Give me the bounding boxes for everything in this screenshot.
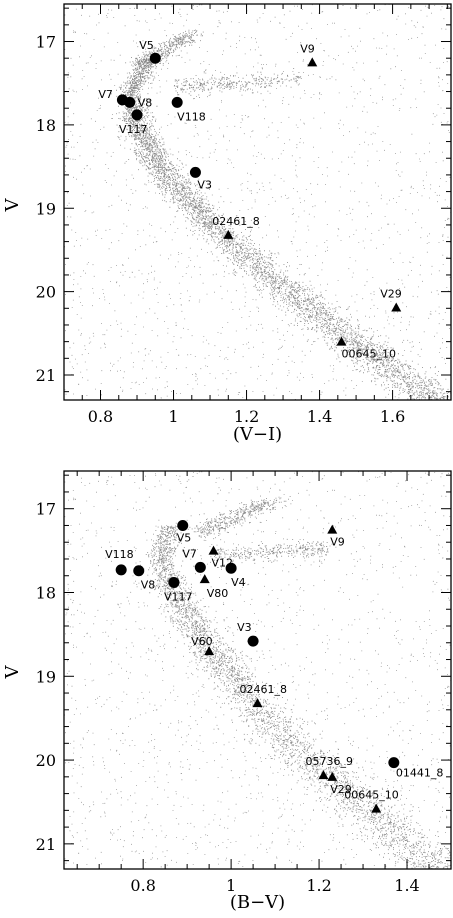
star-label: V8 xyxy=(138,96,153,109)
star-label: V29 xyxy=(330,783,352,796)
y-tick-label: 17 xyxy=(36,33,56,52)
star-marker-triangle xyxy=(318,770,329,780)
star-label: V3 xyxy=(237,621,252,634)
bv-cmd-panel: 0.8 1 1.2 1.4 17 18 19 20 21 (B−V) V V5 V118 V8 V117 V7… xyxy=(2,470,452,913)
y-tick-label: 21 xyxy=(36,835,56,854)
star-marker-circle xyxy=(225,562,237,574)
star-label: V118 xyxy=(105,548,134,561)
variable-stars: V5 V118 V8 V117 V7 V4 V3 01441_8 V12 V80 V60 V9 0246… xyxy=(105,519,444,813)
field-stars xyxy=(64,471,451,869)
star-label: V7 xyxy=(98,88,113,101)
x-tick-label: 1 xyxy=(226,876,236,895)
star-label: V118 xyxy=(177,110,206,123)
star-label: V117 xyxy=(164,590,193,603)
star-marker-circle xyxy=(388,757,400,769)
star-label: V117 xyxy=(119,123,148,136)
star-label: 05736_9 xyxy=(305,755,353,768)
x-axis: 0.8 1 1.2 1.4 xyxy=(76,471,452,895)
star-label: V5 xyxy=(177,531,192,544)
y-tick-label: 18 xyxy=(36,116,56,135)
star-label: V9 xyxy=(330,536,345,549)
y-axis: 17 18 19 20 21 xyxy=(36,474,451,862)
star-label: V7 xyxy=(182,547,197,560)
star-label: V29 xyxy=(380,287,402,300)
field-stars xyxy=(64,4,451,400)
star-label: V60 xyxy=(191,635,213,648)
star-label: V3 xyxy=(197,178,212,191)
star-marker-circle xyxy=(177,519,189,531)
y-tick-label: 19 xyxy=(36,667,56,686)
star-marker-circle xyxy=(247,635,259,647)
y-tick-label: 19 xyxy=(36,199,56,218)
vi-cmd-panel: 0.8 1 1.2 1.4 1.61718192021(V−I)VV5V7V8V117V… xyxy=(2,3,452,445)
star-marker-circle xyxy=(168,576,180,588)
field-star-cloud xyxy=(64,471,451,869)
star-marker-triangle xyxy=(208,545,219,555)
star-marker-triangle xyxy=(391,302,402,312)
variable-stars: V5 V7 V8 V117 V118 V3 V9 02461_8 V29 00645_10 xyxy=(98,39,401,360)
x-tick-label: 1.2 xyxy=(234,407,259,426)
star-marker-circle xyxy=(115,564,127,576)
y-tick-label: 18 xyxy=(36,583,56,602)
star-marker-triangle xyxy=(199,574,210,584)
plot-frame xyxy=(63,3,452,401)
star-marker-triangle xyxy=(327,771,338,781)
star-label: 02461_8 xyxy=(212,215,260,228)
star-marker-triangle xyxy=(223,229,234,239)
star-marker-triangle xyxy=(371,803,382,813)
x-axis: 0.8 1 1.2 1.4 1.6 xyxy=(63,4,448,426)
star-marker-circle xyxy=(131,109,143,121)
star-marker-triangle xyxy=(336,336,347,346)
star-marker-triangle xyxy=(204,646,215,656)
star-marker-triangle xyxy=(327,524,338,534)
x-tick-label: 1.4 xyxy=(394,876,419,895)
star-label: V9 xyxy=(300,42,315,55)
y-axis-label: V xyxy=(2,665,23,680)
x-tick-label: 0.8 xyxy=(88,407,113,426)
star-marker-circle xyxy=(149,52,161,64)
x-tick-label: 1.2 xyxy=(306,876,331,895)
star-marker-triangle xyxy=(252,698,263,708)
star-label: V8 xyxy=(141,579,156,592)
y-axis: 17 18 19 20 21 xyxy=(36,7,451,393)
x-tick-label: 1.4 xyxy=(307,407,332,426)
y-tick-label: 20 xyxy=(36,751,56,770)
field-star-cloud xyxy=(64,4,451,400)
star-marker-circle xyxy=(194,561,206,573)
y-tick-label: 17 xyxy=(36,500,56,519)
star-label: V80 xyxy=(207,587,229,600)
y-tick-label: 20 xyxy=(36,283,56,302)
star-label: V4 xyxy=(231,576,246,589)
y-axis-label: V xyxy=(2,198,23,213)
x-axis-label: (B−V) xyxy=(230,892,285,913)
star-marker-circle xyxy=(171,96,183,108)
star-label: 00645_10 xyxy=(344,789,399,802)
star-marker-circle xyxy=(133,565,145,577)
x-tick-label: 1 xyxy=(168,407,178,426)
star-label: V5 xyxy=(139,39,154,52)
star-label: 00645_10 xyxy=(341,348,396,361)
star-label: 01441_8 xyxy=(396,767,444,780)
star-label: 02461_8 xyxy=(240,683,288,696)
star-marker-circle xyxy=(189,166,201,178)
x-tick-label: 0.8 xyxy=(130,876,155,895)
y-tick-label: 21 xyxy=(36,366,56,385)
star-marker-circle xyxy=(124,96,136,108)
plot-frame xyxy=(63,470,452,870)
x-axis-label: (V−I) xyxy=(233,424,282,445)
star-label: V12 xyxy=(212,557,234,570)
x-tick-label: 1.6 xyxy=(380,407,405,426)
star-marker-triangle xyxy=(307,57,318,67)
